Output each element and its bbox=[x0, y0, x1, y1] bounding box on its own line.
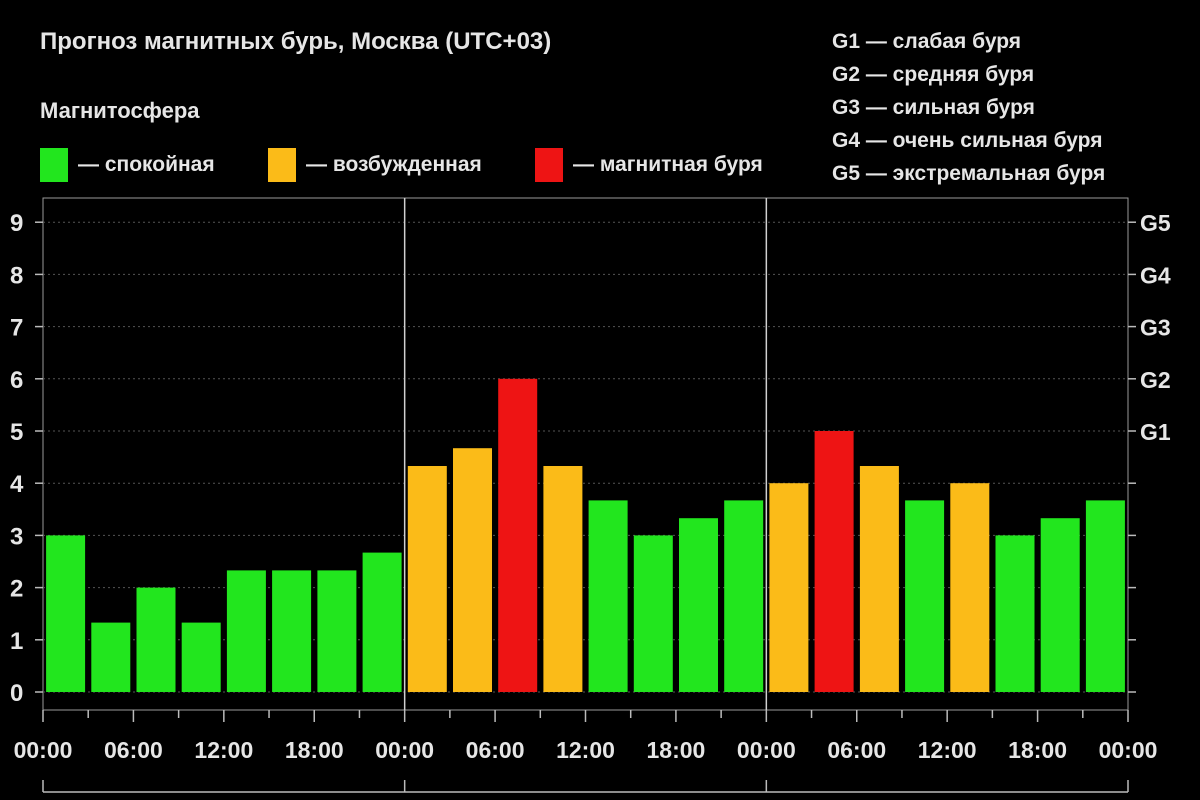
g-scale-item-g5: G5 — экстремальная буря bbox=[832, 162, 1106, 185]
g-scale-item-g3: G3 — сильная буря bbox=[832, 96, 1035, 119]
legend-swatch-storm bbox=[535, 148, 563, 182]
bar bbox=[1085, 500, 1125, 692]
bar bbox=[498, 378, 538, 692]
y-tick-label: 7 bbox=[10, 315, 23, 342]
g-scale-tick-label: G3 bbox=[1140, 315, 1171, 341]
x-tick-label: 06:00 bbox=[827, 737, 886, 763]
bar bbox=[679, 518, 718, 692]
g-scale-tick-label: G4 bbox=[1140, 262, 1171, 288]
bar bbox=[543, 466, 583, 692]
y-tick-label: 5 bbox=[10, 419, 23, 446]
g-scale-tick-label: G5 bbox=[1140, 210, 1171, 236]
legend-swatch-excited bbox=[268, 148, 296, 182]
x-tick-label: 18:00 bbox=[1008, 737, 1067, 763]
bar bbox=[724, 500, 764, 692]
bar bbox=[317, 570, 357, 692]
bar bbox=[995, 535, 1035, 692]
y-tick-label: 6 bbox=[10, 367, 23, 394]
bar bbox=[91, 622, 131, 692]
bar bbox=[362, 552, 402, 692]
bar bbox=[46, 535, 86, 692]
legend-item-calm: — спокойная bbox=[40, 148, 215, 182]
bar bbox=[226, 570, 266, 692]
bar bbox=[136, 587, 176, 692]
y-tick-label: 4 bbox=[10, 471, 24, 498]
x-tick-label: 18:00 bbox=[647, 737, 706, 763]
legend-title: Магнитосфера bbox=[40, 98, 200, 123]
g-scale-tick-label: G2 bbox=[1140, 367, 1171, 393]
bar bbox=[1040, 518, 1080, 692]
bar bbox=[272, 570, 312, 692]
legend-label-excited: — возбужденная bbox=[306, 153, 482, 176]
g-scale-item-g1: G1 — слабая буря bbox=[832, 30, 1022, 53]
x-tick-label: 00:00 bbox=[1099, 737, 1158, 763]
legend-label-calm: — спокойная bbox=[78, 153, 215, 176]
x-tick-label: 12:00 bbox=[194, 737, 253, 763]
legend-item-storm: — магнитная буря bbox=[535, 148, 763, 182]
y-tick-label: 0 bbox=[10, 680, 23, 707]
g-scale-item-g4: G4 — очень сильная буря bbox=[832, 129, 1103, 152]
bar bbox=[905, 500, 945, 692]
x-tick-label: 12:00 bbox=[556, 737, 615, 763]
y-tick-label: 1 bbox=[10, 628, 23, 655]
bar bbox=[453, 448, 492, 692]
bar bbox=[859, 466, 899, 692]
bar bbox=[633, 535, 673, 692]
y-tick-label: 3 bbox=[10, 523, 23, 550]
bar bbox=[588, 500, 628, 692]
legend-label-storm: — магнитная буря bbox=[573, 153, 763, 176]
y-tick-label: 8 bbox=[10, 262, 23, 289]
bar bbox=[769, 483, 809, 692]
x-tick-label: 00:00 bbox=[14, 737, 73, 763]
chart-title: Прогноз магнитных бурь, Москва (UTC+03) bbox=[40, 28, 552, 55]
g-scale-tick-label: G1 bbox=[1140, 419, 1171, 445]
g-scale-legend: G1 — слабая буря G2 — средняя буря G3 — … bbox=[832, 25, 1105, 190]
x-tick-label: 00:00 bbox=[375, 737, 434, 763]
x-tick-label: 18:00 bbox=[285, 737, 344, 763]
legend-swatch-calm bbox=[40, 148, 68, 182]
x-tick-label: 06:00 bbox=[104, 737, 163, 763]
x-tick-label: 12:00 bbox=[918, 737, 977, 763]
y-tick-label: 2 bbox=[10, 576, 23, 603]
bar bbox=[814, 431, 854, 692]
bar bbox=[950, 483, 990, 692]
bar bbox=[181, 622, 221, 692]
g-scale-item-g2: G2 — средняя буря bbox=[832, 63, 1035, 86]
y-tick-label: 9 bbox=[10, 210, 23, 237]
legend-item-excited: — возбужденная bbox=[268, 148, 482, 182]
bar bbox=[407, 466, 447, 692]
x-tick-label: 00:00 bbox=[737, 737, 796, 763]
x-tick-label: 06:00 bbox=[466, 737, 525, 763]
